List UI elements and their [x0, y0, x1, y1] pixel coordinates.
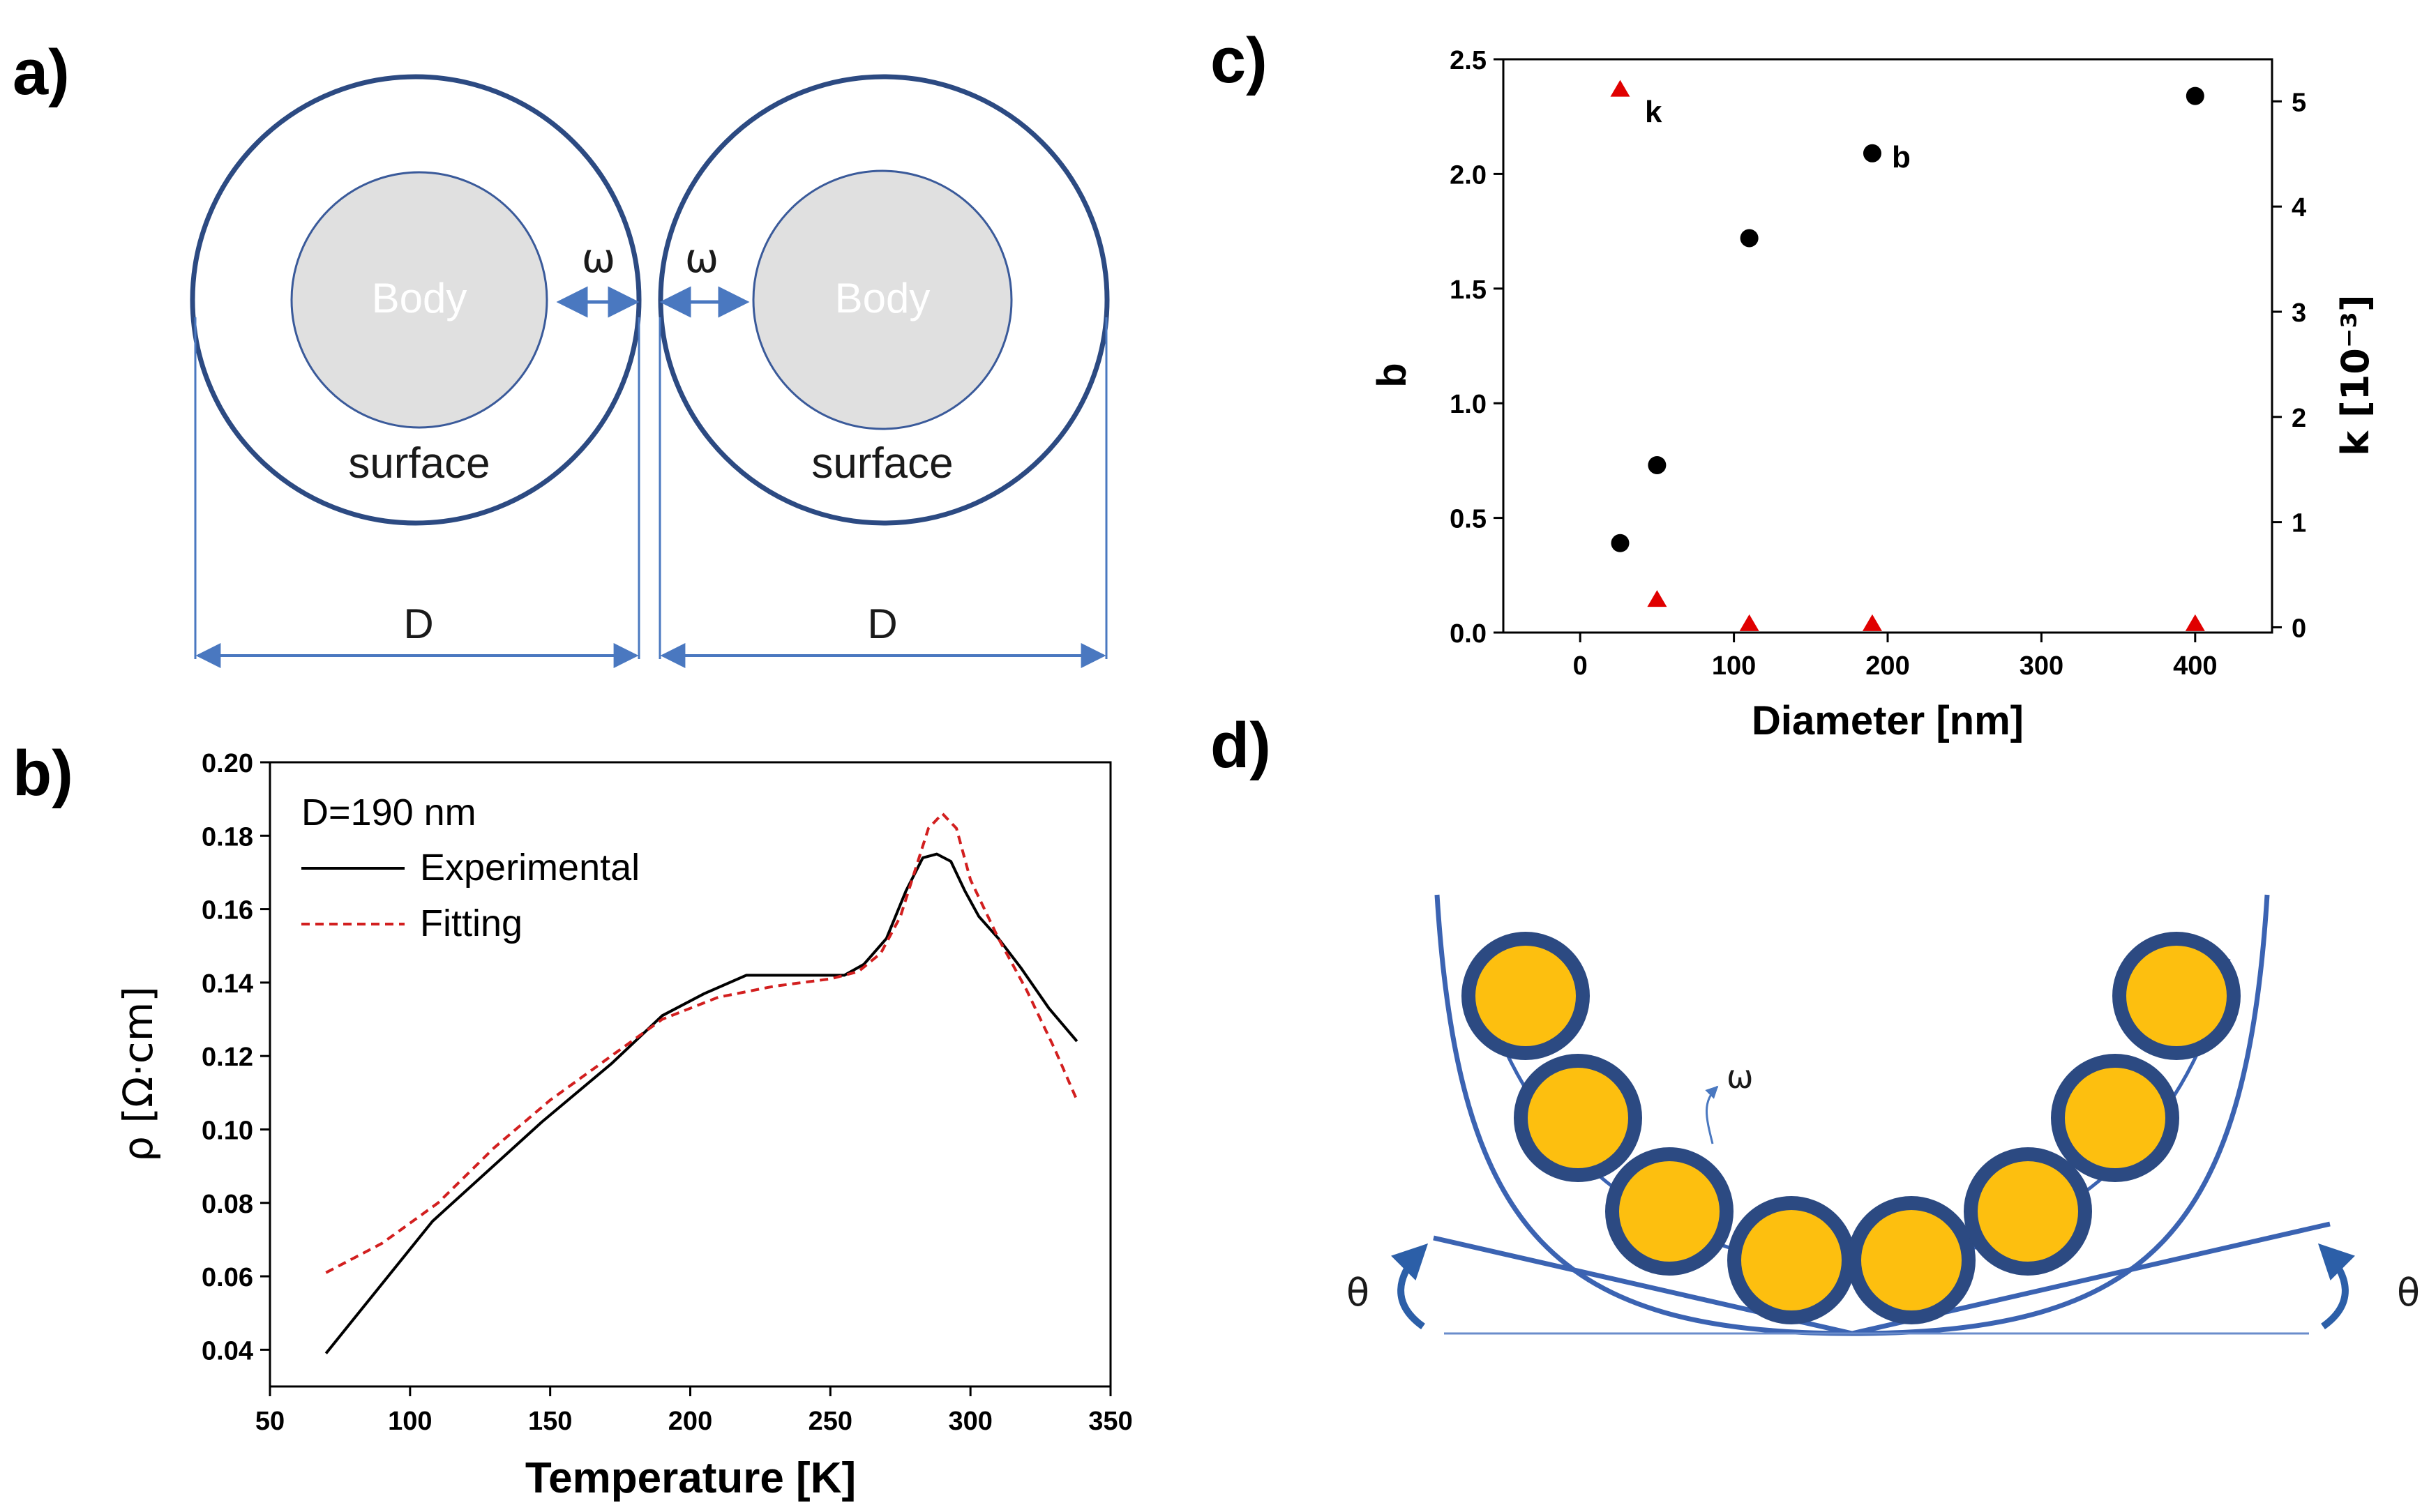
chart-c-y-tick-label: 1.5	[1450, 275, 1487, 305]
chart-b-series-experimental	[324, 852, 1078, 1354]
chart-c-y2-ticks: 0 1 2 3 4 5	[2272, 88, 2306, 643]
chart-b-y-tick-label: 0.10	[202, 1116, 253, 1145]
chart-c-y-tick-label: 1.0	[1450, 390, 1487, 419]
chart-b-y-axis-label: ρ [Ω·cm]	[114, 986, 162, 1162]
chart-c-point-b	[1611, 534, 1630, 552]
chart-c-point-k	[1862, 614, 1882, 631]
chart-b-legend-fitting: Fitting	[420, 902, 522, 944]
chart-c-y-tick-label: 0.0	[1450, 619, 1487, 649]
chart-b-x-tick-label: 150	[528, 1407, 572, 1436]
chart-c-x-ticks: 0 100 200 300 400	[1573, 633, 2218, 681]
chart-c-point-k	[2185, 614, 2205, 631]
surface-label-right: surface	[811, 439, 953, 487]
chart-c-y-axis-label: b	[1369, 363, 1415, 387]
body-label-left: Body	[372, 275, 467, 322]
chart-c-series	[1610, 80, 2205, 631]
chart-c-x-axis-label: Diameter [nm]	[1752, 698, 2024, 743]
chart-b-y-tick-label: 0.08	[202, 1190, 253, 1219]
surface-label-left: surface	[348, 439, 490, 487]
diameter-label-right: D	[867, 600, 897, 647]
nanoparticle	[1727, 1196, 1856, 1324]
chart-b-y-tick-label: 0.14	[202, 969, 253, 999]
chart-c-point-b	[2186, 86, 2204, 105]
panel-b: b) 0.040.060.080.100.120.140.160.180.20 …	[13, 738, 1133, 1502]
panel-a-label: a)	[13, 37, 70, 108]
chart-b-y-tick-label: 0.20	[202, 749, 253, 778]
chart-b-x-tick-label: 250	[809, 1407, 852, 1436]
chart-c-y-tick-label: 0.5	[1450, 505, 1487, 534]
chart-b-x-tick-label: 300	[948, 1407, 992, 1436]
chart-b-y-tick-label: 0.06	[202, 1263, 253, 1292]
chart-c-y-tick-label: 2.5	[1450, 46, 1487, 75]
chart-b-y-tick-label: 0.04	[202, 1336, 253, 1366]
chart-c-y-ticks: 0.0 0.5 1.0 1.5 2.0 2.5	[1450, 46, 1503, 649]
chart-c-point-b	[1863, 144, 1881, 162]
chart-c-x-tick-label: 100	[1712, 651, 1756, 681]
chart-b-y-ticks: 0.04 0.06 0.08 0.10 0.12 0.14 0.16 0.18 0.20	[202, 749, 270, 1366]
nanoparticle	[2051, 1054, 2179, 1182]
chart-c-x-tick-label: 0	[1573, 651, 1588, 681]
panel-d: d) ω θ θ	[1210, 710, 2420, 1336]
chart-c-x-tick-label: 300	[2020, 651, 2063, 681]
omega-label-left: ω	[582, 234, 616, 282]
particle-body-right	[752, 169, 1013, 430]
panel-c: c) 0.0 0.5 1.0 1.5 2.0 2.5 0 1 2 3 4 5 0 100 200 300 4…	[1210, 25, 2377, 743]
nanoparticle	[1514, 1054, 1642, 1182]
chart-b-legend-experimental: Experimental	[420, 847, 640, 889]
body-label-right: Body	[835, 275, 931, 322]
particle-body-left	[290, 171, 548, 429]
chart-b-x-tick-label: 100	[388, 1407, 432, 1436]
theta-arrow-right	[2317, 1243, 2355, 1330]
chart-c-y2-tick-label: 5	[2292, 88, 2306, 117]
chart-b-y-tick-label: 0.18	[202, 822, 253, 852]
nanoparticle	[1605, 1147, 1734, 1276]
chart-b-x-axis-label: Temperature [K]	[525, 1454, 856, 1502]
omega-arrow	[1705, 1085, 1719, 1144]
omega-label-right: ω	[685, 234, 719, 282]
chart-b-frame	[269, 761, 1112, 1388]
chart-c-point-b	[1648, 455, 1667, 474]
nanoparticle	[1461, 932, 1590, 1060]
chart-c-y2-tick-label: 4	[2292, 193, 2306, 222]
chart-c-x-tick-label: 200	[1865, 651, 1909, 681]
nanoparticle	[1964, 1147, 2092, 1276]
chart-b-legend-title: D=190 nm	[301, 792, 476, 833]
chart-b-y-tick-label: 0.16	[202, 896, 253, 925]
omega-label: ω	[1727, 1058, 1754, 1096]
panel-d-label: d)	[1210, 710, 1271, 781]
chart-b-series-fitting	[325, 812, 1078, 1274]
chart-b-x-ticks: 50 100 150 200 250 300 350	[255, 1386, 1133, 1436]
chart-c-y-tick-label: 2.0	[1450, 160, 1487, 190]
chart-c-y2-axis-label: k [10⁻³]	[2333, 294, 2377, 455]
chart-c-x-tick-label: 400	[2173, 651, 2217, 681]
diameter-label-left: D	[403, 600, 433, 647]
chart-c-y2-tick-label: 2	[2292, 404, 2306, 433]
panel-b-label: b)	[13, 738, 73, 809]
chart-b-x-tick-label: 350	[1088, 1407, 1132, 1436]
chart-c-y2-tick-label: 0	[2292, 614, 2306, 643]
chart-c-y2-tick-label: 1	[2292, 509, 2306, 538]
chart-b-series	[324, 812, 1078, 1354]
chart-c-point-b	[1740, 229, 1759, 248]
chart-c-series-label-b: b	[1892, 140, 1911, 174]
nanoparticle	[1847, 1196, 1976, 1324]
chart-b-y-tick-label: 0.12	[202, 1043, 253, 1072]
chart-b-x-tick-label: 200	[668, 1407, 712, 1436]
nanoparticle	[2112, 932, 2241, 1060]
chart-b-x-tick-label: 50	[255, 1407, 285, 1436]
chart-c-point-k	[1610, 80, 1630, 97]
nanoparticle-chain	[1461, 932, 2241, 1324]
theta-arrow-left	[1391, 1243, 1429, 1330]
theta-label-left: θ	[1346, 1271, 1369, 1315]
chart-c-point-k	[1647, 590, 1667, 607]
theta-label-right: θ	[2397, 1271, 2420, 1315]
chart-c-y2-tick-label: 3	[2292, 298, 2306, 328]
chart-c-series-label-k: k	[1645, 95, 1662, 129]
chart-c-point-k	[1739, 614, 1759, 631]
panel-c-label: c)	[1210, 25, 1268, 96]
panel-a: a) Body surface Body surface ω ω D D	[13, 37, 1110, 668]
